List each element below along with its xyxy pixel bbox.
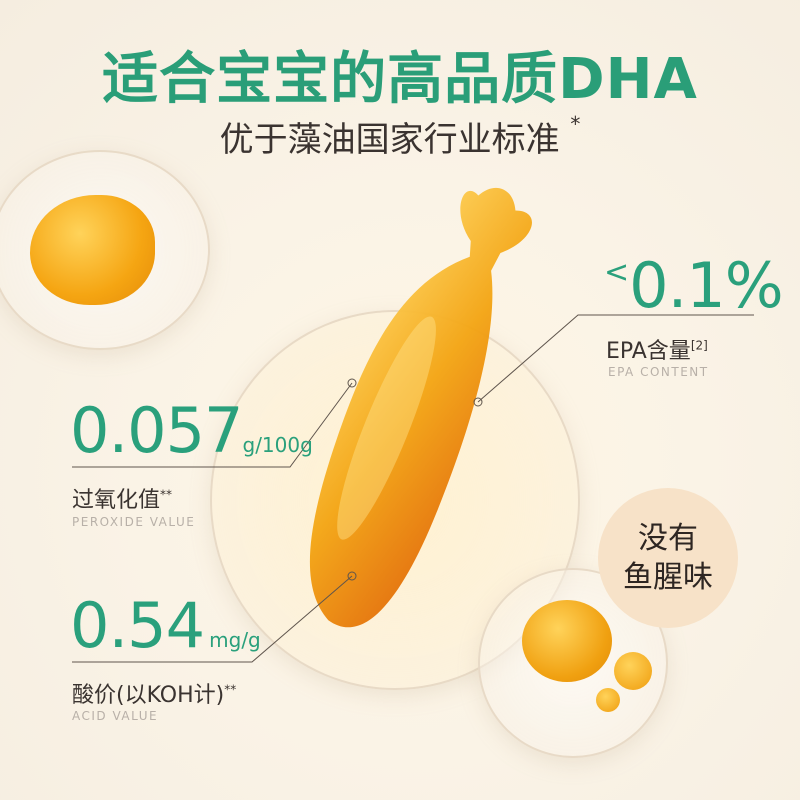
epa-pointer-line (477, 314, 754, 403)
acid-stat: 0.54 mg/g (70, 595, 261, 657)
peroxide-label: 过氧化值** (72, 482, 172, 514)
acid-pointer-dot (347, 571, 357, 581)
oil-droplet-medium (614, 652, 652, 690)
epa-label-text: EPA含量 (606, 339, 691, 364)
epa-label: EPA含量[2] (606, 333, 708, 365)
badge-line-1: 没有 (638, 521, 698, 556)
epa-stat: <0.1% (604, 255, 784, 317)
peroxide-label-en: PEROXIDE VALUE (72, 515, 196, 529)
peroxide-label-text: 过氧化值 (72, 488, 161, 513)
subheadline-text: 优于藻油国家行业标准 (219, 120, 560, 160)
peroxide-stat: 0.057g/100g (70, 400, 313, 462)
peroxide-unit: g/100g (242, 433, 313, 457)
headline: 适合宝宝的高品质DHA (102, 47, 698, 112)
epa-prefix: < (604, 255, 630, 290)
acid-unit: mg/g (209, 628, 261, 652)
acid-pointer-line (72, 575, 353, 663)
acid-label: 酸价(以KOH计)** (72, 677, 236, 709)
epa-pointer-dot (473, 397, 483, 407)
footnote-mark: * (570, 112, 581, 136)
acid-mark: ** (224, 682, 237, 697)
acid-label-en: ACID VALUE (72, 709, 159, 723)
peroxide-mark: ** (160, 487, 173, 502)
oil-droplet-image (30, 195, 155, 305)
epa-value: 0.1% (629, 249, 784, 322)
no-fishy-smell-badge: 没有 鱼腥味 (598, 488, 738, 628)
epa-ref: [2] (690, 338, 708, 353)
epa-label-en: EPA CONTENT (608, 365, 709, 379)
peroxide-pointer-dot (347, 378, 357, 388)
peroxide-value: 0.057 (70, 394, 243, 467)
peroxide-pointer-line (72, 382, 353, 468)
oil-droplet-large (522, 600, 612, 682)
badge-line-2: 鱼腥味 (623, 560, 713, 595)
subheadline: 优于藻油国家行业标准 * (0, 112, 800, 161)
acid-label-text: 酸价(以KOH计) (72, 683, 225, 708)
acid-value: 0.54 (70, 589, 205, 662)
capsule-shape (309, 187, 532, 628)
oil-droplet-small (596, 688, 620, 712)
